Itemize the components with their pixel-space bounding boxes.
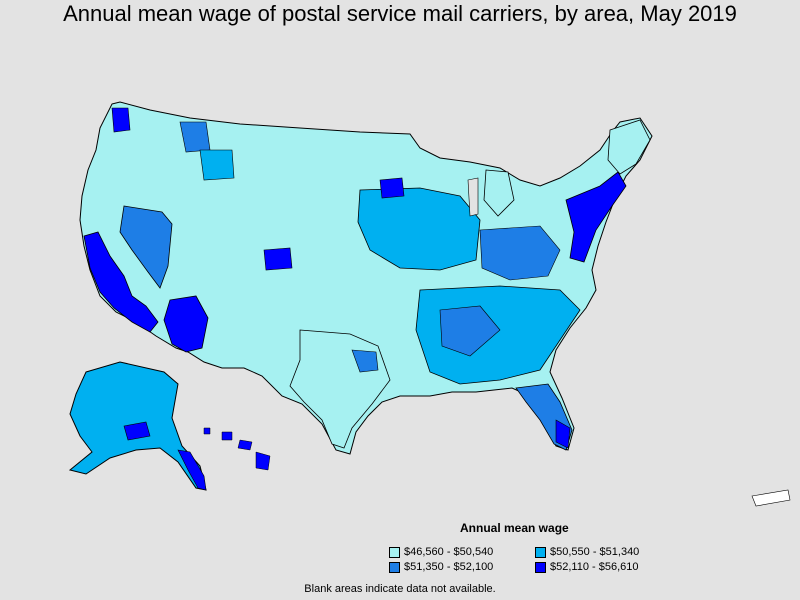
nevada-region: [119, 205, 173, 289]
legend-label-1: $46,560 - $50,540: [404, 546, 494, 558]
texas-region: [289, 329, 391, 449]
seattle-region: [111, 107, 131, 133]
puerto-rico: [751, 489, 791, 507]
southeast-inner-region: [439, 305, 501, 357]
michigan-region: [483, 169, 515, 217]
alaska-panhandle-region: [177, 449, 207, 491]
texas-houston-region: [351, 349, 379, 373]
wyoming-region: [199, 149, 235, 181]
legend-swatch-3: [389, 561, 400, 573]
california-coast-region: [83, 231, 159, 333]
alaska-anchorage-region: [123, 421, 151, 441]
legend-title: Annual mean wage: [460, 521, 569, 535]
legend-item-range-3: $51,350 - $52,100: [389, 561, 493, 573]
legend-swatch-1: [389, 546, 400, 558]
legend-swatch-2: [535, 546, 546, 558]
map-title: Annual mean wage of postal service mail …: [63, 1, 737, 26]
lake-michigan: [467, 177, 479, 217]
legend-label-4: $52,110 - $56,610: [550, 561, 639, 573]
legend-item-range-2: $50,550 - $51,340: [535, 546, 639, 558]
hawaii-big-island: [255, 451, 271, 471]
legend-item-range-1: $46,560 - $50,540: [389, 546, 493, 558]
legend-label-2: $50,550 - $51,340: [550, 546, 640, 558]
northeast-corridor-region: [565, 171, 627, 263]
footnote: Blank areas indicate data not available.: [304, 583, 496, 595]
midwest-region: [357, 187, 481, 271]
denver-region: [263, 247, 293, 271]
minneapolis-region: [379, 177, 405, 199]
ohio-valley-region: [479, 225, 561, 281]
hawaii-island-2: [221, 431, 233, 441]
southeast-region: [415, 285, 581, 385]
legend-item-range-4: $52,110 - $56,610: [535, 561, 638, 573]
hawaii-island-3: [237, 439, 253, 451]
hawaii-island-1: [203, 427, 211, 435]
florida-south-region: [555, 419, 571, 449]
legend-swatch-4: [535, 561, 546, 573]
new-england-region: [607, 119, 651, 175]
arizona-region: [163, 295, 209, 353]
legend-label-3: $51,350 - $52,100: [404, 561, 494, 573]
